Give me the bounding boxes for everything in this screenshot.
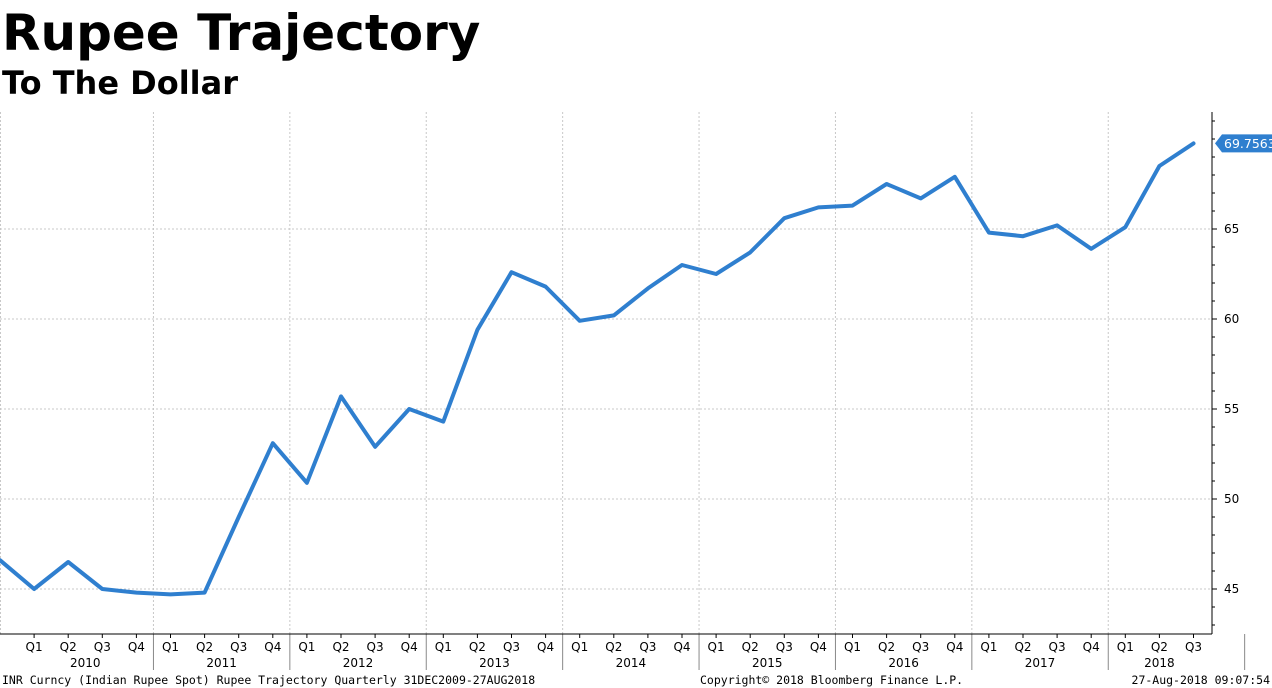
chart-title: Rupee Trajectory [2,4,481,62]
x-tick-label: Q1 [980,640,997,654]
x-tick-label: Q2 [60,640,77,654]
x-tick-label: Q1 [162,640,179,654]
x-tick-label: Q3 [639,640,656,654]
year-label: 2017 [1025,656,1056,670]
y-tick-label: 55 [1224,402,1239,416]
last-value-flag [1215,134,1272,153]
series-line [0,141,1196,597]
year-label: 2013 [479,656,510,670]
x-tick-label: Q2 [878,640,895,654]
x-tick-label: Q4 [401,640,418,654]
x-tick-label: Q4 [810,640,827,654]
x-tick-label: Q4 [537,640,554,654]
year-label: 2010 [70,656,101,670]
x-tick-label: Q1 [435,640,452,654]
footer-copyright: Copyright© 2018 Bloomberg Finance L.P. [700,673,964,687]
x-tick-label: Q2 [605,640,622,654]
year-label: 2014 [616,656,647,670]
x-tick-label: Q1 [26,640,43,654]
x-tick-label: Q4 [946,640,963,654]
x-tick-label: Q3 [503,640,520,654]
y-tick-label: 45 [1224,582,1239,596]
chart-subtitle: To The Dollar [2,64,239,102]
x-tick-label: Q3 [94,640,111,654]
x-tick-label: Q3 [367,640,384,654]
footer-timestamp: 27-Aug-2018 09:07:54 [1131,673,1270,687]
x-tick-label: Q3 [1049,640,1066,654]
line-chart: 45 50 55 60 65 Q1 Q2 Q3 Q4 Q1 Q2 Q3 Q4 Q1 Q2 Q3 Q4 Q1 Q2 Q3… [0,112,1272,670]
y-tick-label: 50 [1224,492,1239,506]
x-tick-label: Q2 [196,640,213,654]
x-tick-label: Q1 [571,640,588,654]
year-label: 2011 [206,656,237,670]
x-tick-label: Q2 [332,640,349,654]
x-tick-label: Q2 [469,640,486,654]
x-tick-label: Q3 [230,640,247,654]
x-tick-label: Q4 [1083,640,1100,654]
y-tick-label: 65 [1224,222,1239,236]
x-tick-label: Q4 [264,640,281,654]
year-label: 2012 [343,656,374,670]
x-tick-label: Q4 [673,640,690,654]
y-tick-label: 60 [1224,312,1239,326]
year-label: 2018 [1144,656,1175,670]
x-tick-label: Q1 [1117,640,1134,654]
x-tick-label: Q2 [1014,640,1031,654]
x-tick-label: Q3 [776,640,793,654]
footer-security-description: INR Curncy (Indian Rupee Spot) Rupee Tra… [2,673,536,687]
x-tick-label: Q1 [298,640,315,654]
x-tick-label: Q1 [708,640,725,654]
year-label: 2015 [752,656,783,670]
x-tick-label: Q2 [742,640,759,654]
x-tick-label: Q2 [1151,640,1168,654]
year-label: 2016 [888,656,919,670]
x-tick-label: Q3 [1185,640,1202,654]
last-value-label: 69.7563 [1224,136,1272,151]
x-tick-label: Q1 [844,640,861,654]
x-tick-label: Q3 [912,640,929,654]
x-tick-label: Q4 [128,640,145,654]
